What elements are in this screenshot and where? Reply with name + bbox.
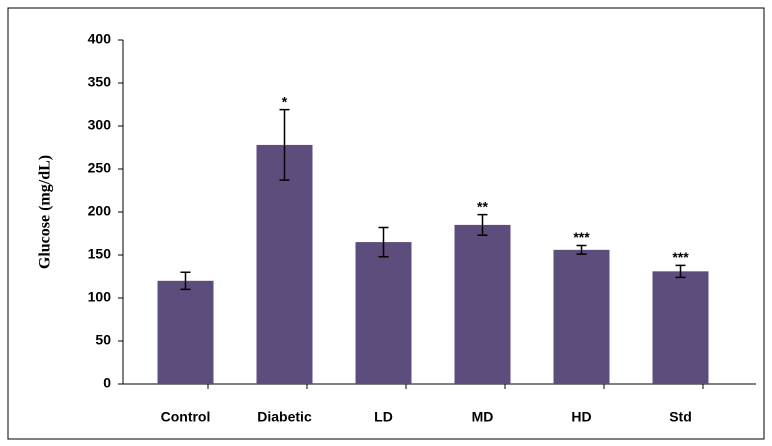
significance-label: *** <box>672 249 689 265</box>
error-bar <box>477 213 488 236</box>
bar <box>652 271 709 384</box>
bar <box>355 242 412 384</box>
x-tick-label: MD <box>472 409 494 425</box>
x-tick-label: LD <box>374 409 393 425</box>
error-bar <box>279 108 290 181</box>
y-tick-label: 200 <box>88 203 112 219</box>
x-tick-label: Diabetic <box>257 409 312 425</box>
y-tick-label: 300 <box>88 117 112 133</box>
y-tick-label: 0 <box>103 375 111 391</box>
x-tick-label: Control <box>161 409 211 425</box>
error-bar <box>675 264 686 279</box>
bar <box>256 144 313 384</box>
y-tick-label: 400 <box>88 31 112 47</box>
bar <box>553 249 610 384</box>
significance-label: * <box>282 93 288 109</box>
y-axis-label: Glucose (mg/dL) <box>37 155 54 269</box>
y-tick-label: 350 <box>88 74 112 90</box>
error-bar <box>576 244 587 255</box>
bar <box>454 224 511 384</box>
chart-border <box>7 7 765 440</box>
error-bar <box>378 226 389 258</box>
bar <box>157 280 214 384</box>
x-tick-label: HD <box>571 409 591 425</box>
y-tick-label: 50 <box>95 332 111 348</box>
x-tick-label: Std <box>669 409 692 425</box>
y-tick-label: 150 <box>88 246 112 262</box>
y-tick-label: 250 <box>88 160 112 176</box>
significance-label: *** <box>573 229 590 245</box>
y-tick-label: 100 <box>88 289 112 305</box>
error-bar <box>180 271 191 291</box>
significance-label: ** <box>477 198 488 214</box>
